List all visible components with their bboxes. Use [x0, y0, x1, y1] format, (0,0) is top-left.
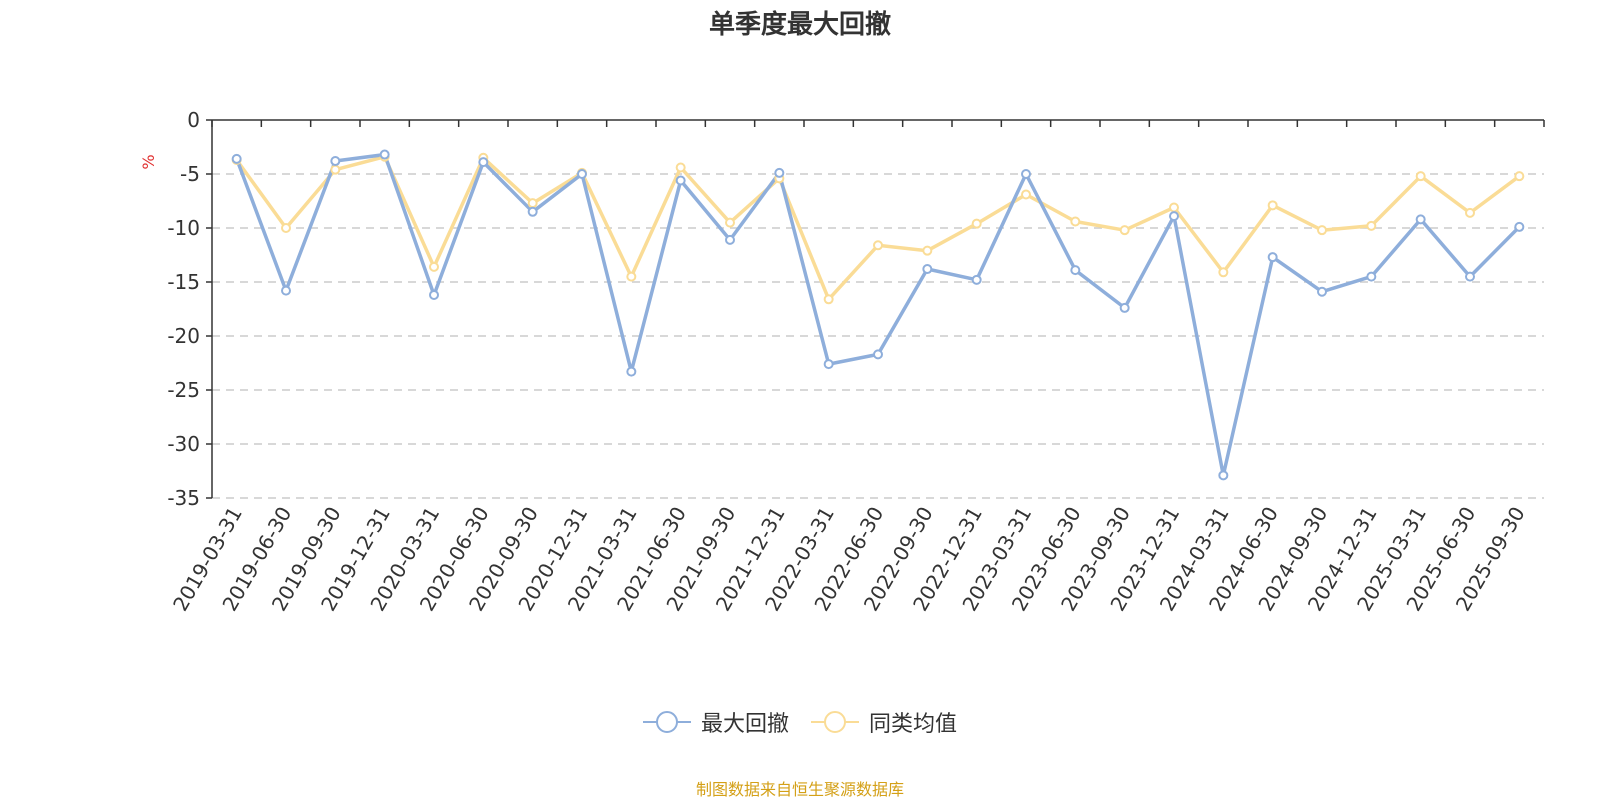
legend-label: 最大回撤 [700, 712, 789, 737]
y-tick-label: -5 [180, 162, 200, 186]
data-point-series-1[interactable] [1366, 220, 1377, 231]
data-point-series-1[interactable] [1169, 202, 1179, 213]
source-note: 制图数据来自恒生聚源数据库 [695, 780, 904, 799]
data-point-series-0[interactable] [281, 285, 291, 296]
data-point-series-1[interactable] [971, 218, 982, 229]
data-point-series-0[interactable] [1415, 214, 1426, 225]
y-tick-label: -10 [167, 216, 200, 240]
data-point-series-0[interactable] [922, 264, 933, 275]
data-point-series-0[interactable] [1021, 169, 1031, 179]
data-point-series-1[interactable] [527, 198, 538, 209]
grid-lines [212, 173, 1544, 499]
data-point-series-0[interactable] [1514, 221, 1525, 232]
data-point-series-0[interactable] [823, 359, 834, 370]
y-axis-unit-label: % [139, 154, 158, 169]
legend-label: 同类均值 [869, 712, 958, 737]
series-line-0 [235, 152, 1521, 478]
data-point-series-0[interactable] [577, 169, 587, 179]
data-point-series-1[interactable] [1415, 171, 1426, 182]
data-point-series-0[interactable] [1218, 470, 1229, 481]
data-point-series-1[interactable] [330, 164, 341, 175]
data-point-series-1[interactable] [1267, 200, 1278, 211]
data-point-series-0[interactable] [774, 167, 785, 178]
data-point-series-0[interactable] [1317, 286, 1327, 297]
data-point-series-0[interactable] [971, 274, 982, 285]
data-point-series-1[interactable] [1070, 216, 1081, 227]
chart-title: 单季度最大回撤 [708, 10, 891, 40]
data-point-series-0[interactable] [626, 366, 637, 377]
data-point-series-0[interactable] [1267, 252, 1278, 263]
data-point-series-0[interactable] [478, 157, 489, 168]
axes: 0-5-10-15-20-25-30-352019-03-312019-06-3… [167, 108, 1545, 615]
legend-item-1[interactable]: 同类均值 [811, 706, 957, 738]
data-point-series-0[interactable] [527, 206, 538, 217]
y-tick-label: -15 [167, 270, 200, 294]
data-point-series-1[interactable] [281, 223, 291, 233]
line-chart: 0-5-10-15-20-25-30-352019-03-312019-06-3… [139, 108, 1545, 615]
data-point-series-0[interactable] [1366, 271, 1377, 282]
data-point-series-0[interactable] [725, 234, 735, 245]
data-point-series-0[interactable] [231, 153, 242, 164]
data-point-series-0[interactable] [873, 349, 883, 360]
data-points [231, 149, 1525, 481]
y-tick-label: 0 [187, 108, 200, 132]
data-point-series-1[interactable] [429, 261, 439, 272]
legend-item-0[interactable]: 最大回撤 [642, 706, 789, 738]
y-tick-label: -20 [167, 324, 200, 348]
legend-marker [642, 711, 691, 733]
y-tick-label: -35 [167, 486, 200, 510]
legend: 最大回撤 同类均值 [0, 706, 1600, 738]
data-point-series-1[interactable] [1465, 207, 1475, 218]
series-lines [235, 152, 1521, 478]
data-point-series-0[interactable] [1169, 211, 1179, 222]
legend-marker [811, 711, 859, 733]
data-point-series-1[interactable] [1218, 267, 1229, 278]
data-point-series-1[interactable] [1514, 171, 1525, 182]
y-tick-label: -30 [167, 432, 200, 456]
data-point-series-0[interactable] [379, 149, 390, 160]
data-point-series-0[interactable] [330, 156, 341, 167]
data-point-series-0[interactable] [1070, 265, 1081, 276]
data-point-series-1[interactable] [1021, 189, 1031, 200]
y-tick-label: -25 [167, 378, 200, 402]
data-point-series-1[interactable] [1317, 225, 1327, 236]
data-point-series-0[interactable] [675, 175, 686, 186]
data-point-series-1[interactable] [823, 294, 834, 305]
data-point-series-1[interactable] [922, 245, 933, 256]
data-point-series-0[interactable] [1119, 302, 1130, 313]
data-point-series-0[interactable] [1465, 271, 1475, 282]
data-point-series-1[interactable] [725, 217, 735, 228]
data-point-series-1[interactable] [675, 162, 686, 173]
data-point-series-1[interactable] [873, 240, 883, 251]
data-point-series-1[interactable] [626, 271, 637, 282]
data-point-series-0[interactable] [429, 289, 439, 300]
data-point-series-1[interactable] [1119, 225, 1130, 236]
